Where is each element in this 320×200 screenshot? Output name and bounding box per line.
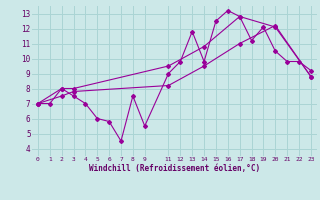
X-axis label: Windchill (Refroidissement éolien,°C): Windchill (Refroidissement éolien,°C) (89, 164, 260, 173)
